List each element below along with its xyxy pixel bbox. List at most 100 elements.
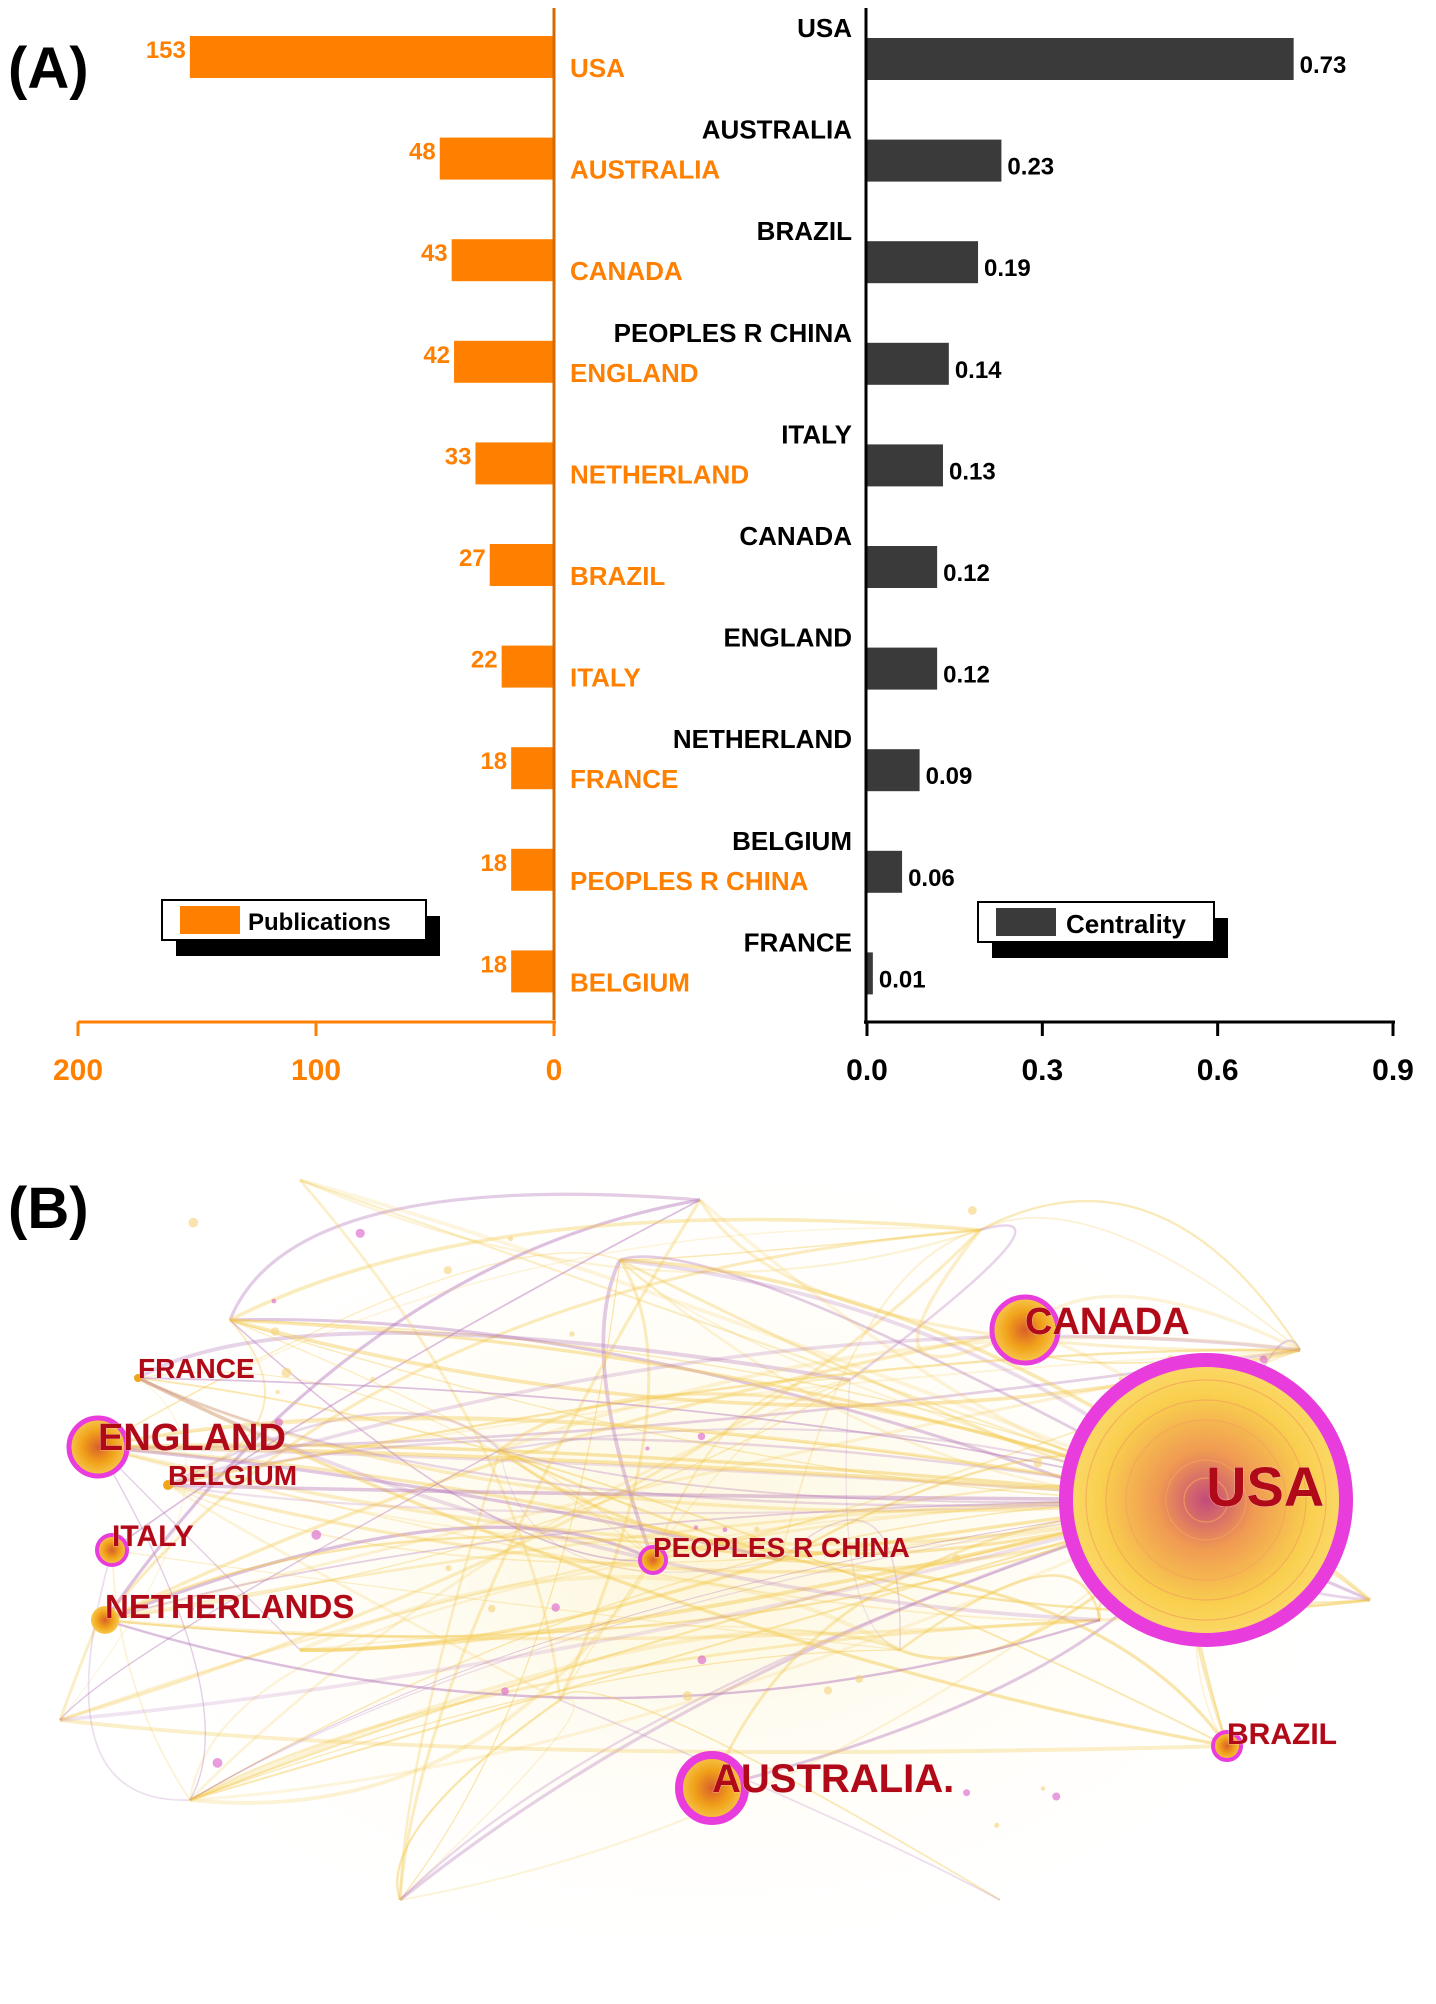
network-link: [845, 1379, 901, 1651]
publications-category-label: FRANCE: [570, 764, 678, 794]
publications-tick-label: 0: [546, 1054, 563, 1087]
network-link: [189, 1499, 1207, 1801]
centrality-category-label: ITALY: [781, 419, 852, 449]
node-usa-label: USA: [1206, 1455, 1324, 1518]
publications-bar: [454, 340, 554, 383]
node-belgium-label: BELGIUM: [168, 1460, 297, 1491]
network-link: [189, 1499, 1207, 1801]
publications-category-label: BELGIUM: [570, 967, 690, 997]
network-dot: [963, 1789, 971, 1797]
network-dot: [281, 1367, 292, 1378]
publications-bar: [189, 36, 555, 78]
network-link: [189, 1618, 1101, 1802]
centrality-bar: [867, 749, 920, 792]
network-link: [779, 1519, 901, 1651]
network-link: [137, 1376, 1228, 1748]
node-australia-circle: [675, 1751, 749, 1825]
node-france-label: FRANCE: [138, 1353, 255, 1384]
network-dot: [189, 1606, 194, 1612]
publications-tick-label: 200: [53, 1054, 103, 1087]
centrality-value-label: 0.09: [926, 763, 973, 790]
network-link: [137, 1376, 1207, 1507]
centrality-bar: [867, 850, 903, 893]
network-link: [396, 1699, 561, 1901]
network-link: [698, 1199, 1301, 1352]
node-france: FRANCE: [134, 1353, 255, 1384]
network-dot: [645, 1446, 650, 1451]
network-link: [97, 1348, 1301, 1449]
network-link: [189, 1378, 851, 1801]
node-usa: USA: [1059, 1353, 1353, 1647]
network-link: [399, 1698, 575, 1901]
centrality-bar: [867, 241, 979, 284]
network-link: [619, 1229, 981, 1261]
network-dot: [697, 1432, 706, 1441]
network-link: [167, 1483, 1207, 1515]
network-link: [137, 1331, 851, 1382]
publications-value-label: 18: [480, 748, 507, 775]
centrality-tick-label: 0.9: [1372, 1054, 1414, 1087]
network-dot: [682, 1691, 693, 1701]
network-dot: [855, 1674, 864, 1683]
centrality-legend: Centrality: [977, 901, 1228, 958]
centrality-bars: 0.73 USA 0.23 AUSTRALIA 0.19 BRAZIL 0.14 PEOPLE…: [614, 13, 1346, 995]
network-link: [779, 1229, 981, 1561]
network-dot: [754, 1526, 760, 1532]
publications-value-label: 43: [421, 240, 448, 267]
network-dot: [952, 1554, 961, 1563]
node-netherlands: NETHERLANDS: [91, 1588, 355, 1634]
network-link: [299, 1178, 981, 1274]
publications-category-label: ITALY: [570, 663, 641, 693]
centrality-category-label: CANADA: [739, 521, 852, 551]
centrality-bar: [867, 444, 943, 487]
node-brazil: BRAZIL: [1211, 1718, 1337, 1762]
node-netherlands-circle: [91, 1606, 119, 1634]
network-link: [228, 1192, 701, 1321]
publications-value-label: 33: [445, 443, 472, 470]
network-link: [97, 1445, 781, 1562]
centrality-bar: [867, 647, 938, 690]
network-link: [167, 1348, 1301, 1487]
network-link: [59, 1228, 982, 1722]
network-dot: [443, 1266, 452, 1275]
network-link: [499, 1449, 781, 1573]
network-dot: [274, 1418, 283, 1427]
network-link: [104, 1618, 1101, 1700]
network-link: [104, 1535, 781, 1622]
centrality-legend-label: Centrality: [1066, 909, 1186, 939]
network-link: [559, 1699, 1001, 1901]
network-link: [229, 1319, 654, 1562]
centrality-tick-label: 0.3: [1021, 1054, 1063, 1087]
node-italy-label: ITALY: [112, 1520, 194, 1553]
network-dot: [967, 1206, 977, 1215]
network-dot: [823, 1686, 833, 1695]
network-link: [111, 1199, 701, 1551]
node-italy-circle: [95, 1533, 129, 1567]
publications-category-label: ENGLAND: [570, 358, 699, 388]
network-link: [103, 1228, 981, 1621]
node-china-label: PEOPLES R CHINA: [653, 1532, 910, 1563]
centrality-bar: [867, 546, 938, 588]
network-link: [398, 1449, 502, 1901]
network-link: [97, 1419, 1207, 1501]
centrality-category-label: USA: [797, 13, 852, 43]
network-dot: [551, 1603, 560, 1612]
centrality-category-label: NETHERLAND: [673, 724, 852, 754]
network-link: [97, 1443, 1207, 1502]
network-link: [104, 1499, 1207, 1638]
publications-bar: [511, 848, 554, 891]
network-link: [619, 1255, 1207, 1502]
centrality-legend-swatch: [996, 908, 1056, 936]
node-canada-label: CANADA: [1025, 1301, 1190, 1343]
network-dot: [569, 1331, 575, 1337]
centrality-value-label: 0.23: [1007, 154, 1054, 181]
centrality-bar: [867, 139, 1002, 182]
node-china: PEOPLES R CHINA: [638, 1532, 910, 1575]
node-england-circle: [66, 1415, 130, 1479]
network-dot: [271, 1298, 277, 1304]
network-link: [189, 1498, 1207, 1802]
centrality-ticks: 0.0 0.3 0.6 0.9: [846, 1022, 1414, 1087]
network-link: [399, 1259, 621, 1901]
node-france-circle: [134, 1374, 142, 1382]
publications-value-label: 18: [480, 951, 507, 978]
